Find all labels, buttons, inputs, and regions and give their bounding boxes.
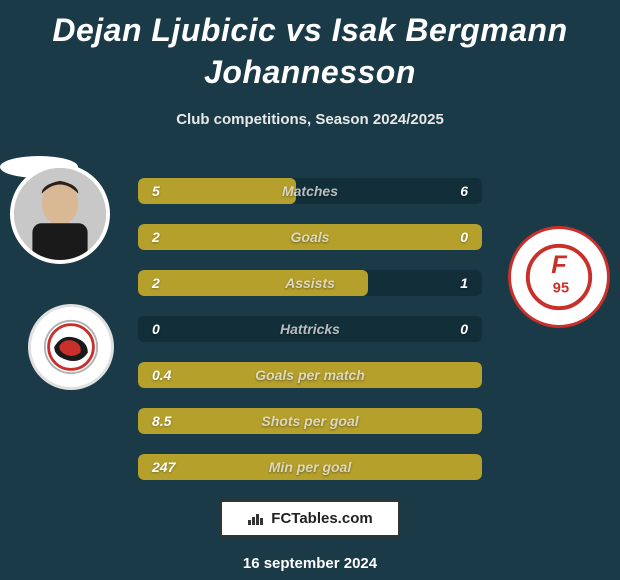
stat-row: 0 Hattricks 0: [138, 316, 482, 342]
stat-label: Assists: [285, 275, 335, 291]
stat-row: 8.5 Shots per goal: [138, 408, 482, 434]
source-badge-text: FCTables.com: [271, 510, 372, 527]
stat-bars: 5 Matches 6 2 Goals 0 2 Assists 1 0 Hatt…: [138, 178, 482, 480]
stat-label: Matches: [282, 183, 338, 199]
season-subtitle: Club competitions, Season 2024/2025: [0, 111, 620, 128]
stat-row: 247 Min per goal: [138, 454, 482, 480]
stat-left-value: 0: [152, 321, 160, 337]
player-left-photo: [10, 164, 110, 264]
stat-left-value: 2: [152, 229, 160, 245]
svg-text:F: F: [551, 251, 568, 279]
svg-text:95: 95: [553, 281, 569, 297]
stat-label: Goals per match: [255, 367, 365, 383]
stat-row: 0.4 Goals per match: [138, 362, 482, 388]
stat-row: 5 Matches 6: [138, 178, 482, 204]
club-right-logo: F 95: [508, 226, 610, 328]
stat-left-value: 2: [152, 275, 160, 291]
footer-date: 16 september 2024: [0, 555, 620, 572]
stat-row: 2 Goals 0: [138, 224, 482, 250]
stat-left-value: 247: [152, 459, 175, 475]
stat-right-value: 6: [460, 183, 468, 199]
comparison-title: Dejan Ljubicic vs Isak Bergmann Johannes…: [0, 0, 620, 93]
stat-label: Hattricks: [280, 321, 340, 337]
stat-label: Min per goal: [269, 459, 351, 475]
stat-bar-fill: [138, 178, 296, 204]
comparison-body: F 95 5 Matches 6 2 Goals 0 2 Assists 1 0…: [0, 156, 620, 572]
stat-row: 2 Assists 1: [138, 270, 482, 296]
stat-right-value: 0: [460, 229, 468, 245]
bar-chart-icon: [247, 512, 265, 526]
stat-left-value: 8.5: [152, 413, 171, 429]
stat-left-value: 0.4: [152, 367, 171, 383]
stat-right-value: 0: [460, 321, 468, 337]
stat-left-value: 5: [152, 183, 160, 199]
stat-right-value: 1: [460, 275, 468, 291]
stat-label: Shots per goal: [261, 413, 358, 429]
source-badge: FCTables.com: [220, 500, 400, 537]
club-left-logo: [28, 304, 114, 390]
stat-label: Goals: [291, 229, 330, 245]
